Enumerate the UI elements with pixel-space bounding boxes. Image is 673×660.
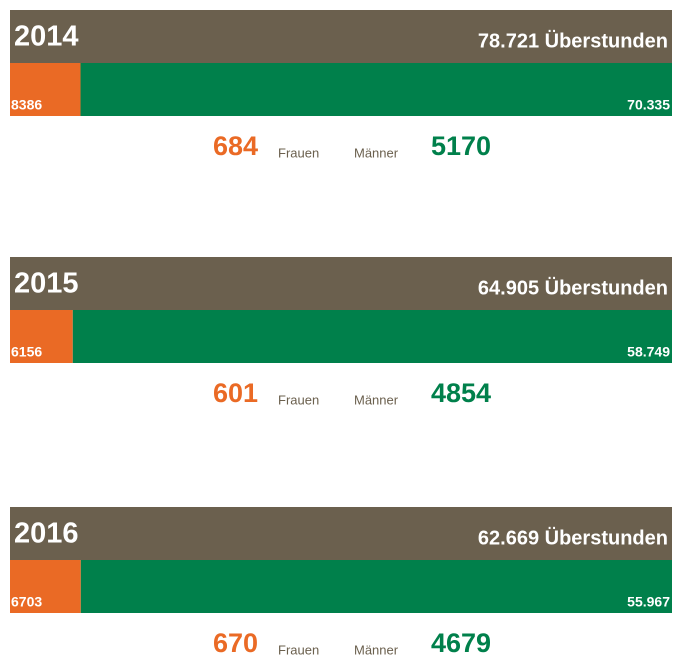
header-band xyxy=(10,257,672,310)
count-men: 5170 xyxy=(431,131,491,161)
total-label: 78.721 Überstunden xyxy=(478,29,668,52)
value-label: 6156 xyxy=(11,344,42,360)
value-label: 70.335 xyxy=(627,97,670,113)
bar-segment xyxy=(10,63,81,116)
count-men: 4854 xyxy=(431,378,491,408)
header-band xyxy=(10,10,672,63)
bar-segment xyxy=(80,63,673,116)
legend-women: Frauen xyxy=(278,392,319,407)
count-men: 4679 xyxy=(431,628,491,658)
year-title: 2016 xyxy=(14,518,79,550)
count-women: 670 xyxy=(213,628,258,658)
legend-women: Frauen xyxy=(278,642,319,657)
bar-segment xyxy=(10,560,81,613)
bar-segment xyxy=(10,310,73,363)
total-label: 62.669 Überstunden xyxy=(478,526,668,549)
year-title: 2014 xyxy=(14,21,79,53)
count-women: 601 xyxy=(213,378,258,408)
legend-men: Männer xyxy=(354,642,399,657)
legend-men: Männer xyxy=(354,145,399,160)
value-label: 8386 xyxy=(11,97,42,113)
legend-men: Männer xyxy=(354,392,399,407)
year-title: 2015 xyxy=(14,268,79,300)
header-band xyxy=(10,507,672,560)
count-women: 684 xyxy=(213,131,258,161)
bar-segment xyxy=(80,560,672,613)
total-label: 64.905 Überstunden xyxy=(478,276,668,299)
bar-segment xyxy=(72,310,672,363)
value-label: 58.749 xyxy=(627,344,670,360)
value-label: 55.967 xyxy=(627,594,670,610)
legend-women: Frauen xyxy=(278,145,319,160)
value-label: 6703 xyxy=(11,594,42,610)
